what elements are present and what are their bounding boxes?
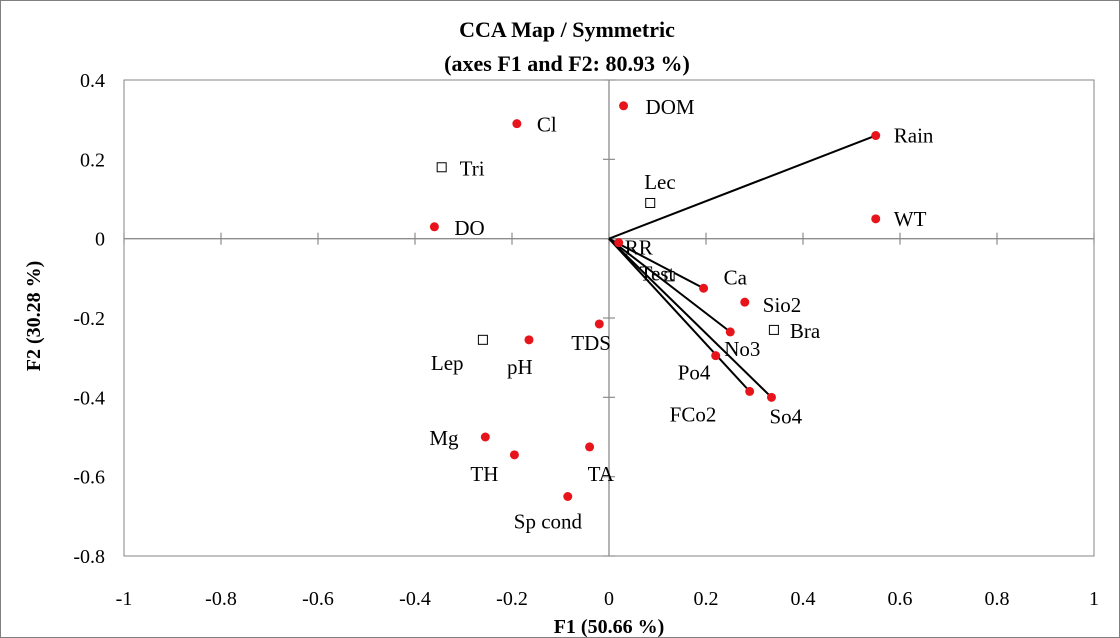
species-label-test: Test [640,261,675,285]
species-label-lep: Lep [431,351,464,375]
variable-label-mg: Mg [429,426,459,450]
variable-point-rr [614,238,624,248]
x-tick-label: 0.4 [791,588,816,610]
variable-point-rain [871,131,881,141]
y-tick-label: -0.8 [73,546,105,568]
vector-so4 [608,237,773,399]
variable-point-tds [594,319,604,329]
variable-point-dom [619,101,629,111]
variable-label-dom: DOM [646,95,695,119]
variable-point-th [509,450,519,460]
y-tick-label: 0.4 [80,70,105,92]
x-tick-label: -0.6 [302,588,334,610]
variable-point-fco2 [745,386,755,396]
variable-point-so4 [766,392,776,402]
species-label-bra: Bra [790,319,821,343]
variable-point-no3 [725,327,735,337]
variable-label-th: TH [470,462,498,486]
variable-point-do [429,222,439,232]
x-tick-label: -1 [116,588,133,610]
vector-fco2 [608,237,751,393]
y-tick-label: 0 [95,229,105,251]
chart-subtitle: (axes F1 and F2: 80.93 %) [444,51,690,76]
variable-label-cl: Cl [537,113,557,137]
x-axis-title: F1 (50.66 %) [554,616,665,638]
species-point-test [664,271,675,282]
y-tick-label: -0.2 [73,308,105,330]
variable-point-ph [524,335,534,345]
variable-point-wt [871,214,881,224]
variable-point-mg [480,432,490,442]
species-point-lec [645,197,656,208]
variable-label-ph: pH [507,355,533,379]
y-tick-label: 0.2 [80,149,105,171]
variable-label-ta: TA [588,462,615,486]
variable-label-sp-cond: Sp cond [514,510,583,534]
variable-point-cl [512,119,522,129]
variable-point-po4 [711,351,721,361]
variable-label-tds: TDS [571,331,611,355]
species-label-tri: Tri [460,156,485,180]
vector-no3 [608,237,731,333]
species-point-bra [768,324,779,335]
x-tick-label: 0 [604,588,614,610]
variable-point-sio2 [740,297,750,307]
variable-label-rr: RR [625,236,653,260]
x-tick-label: -0.4 [399,588,431,610]
y-tick-label: -0.6 [73,467,105,489]
x-tick-label: 0.2 [694,588,719,610]
variable-label-sio2: Sio2 [763,293,802,317]
vectors-layer [608,134,877,399]
vector-rain [608,134,877,240]
x-tick-label: -0.8 [205,588,237,610]
y-axis-title: F2 (30.28 %) [23,261,45,372]
variable-point-ta [585,442,595,452]
variable-label-so4: So4 [769,404,802,428]
chart-title: CCA Map / Symmetric [459,17,675,42]
variable-label-do: DO [454,216,484,240]
species-point-lep [477,334,488,345]
x-tick-label: -0.2 [496,588,528,610]
x-tick-label: 1 [1089,588,1099,610]
variable-label-wt: WT [894,207,927,231]
variable-label-rain: Rain [894,124,934,148]
variable-point-ca [699,283,709,293]
variable-label-po4: Po4 [678,361,711,385]
variable-label-ca: Ca [724,265,748,289]
vector-ca [608,237,705,290]
x-tick-label: 0.8 [985,588,1010,610]
variable-label-fco2: FCo2 [670,402,717,426]
y-tick-label: -0.4 [73,387,105,409]
variable-label-no3: No3 [724,337,760,361]
species-label-lec: Lec [644,170,675,194]
variable-point-sp-cond [563,492,573,501]
x-tick-label: 0.6 [888,588,913,610]
species-point-tri [436,162,447,173]
axes-layer: -1 -0.8 -0.6 -0.4 -0.2 0 0.2 0.4 0.6 0.8 1 0.4 0.2 0 -… [73,70,1099,610]
